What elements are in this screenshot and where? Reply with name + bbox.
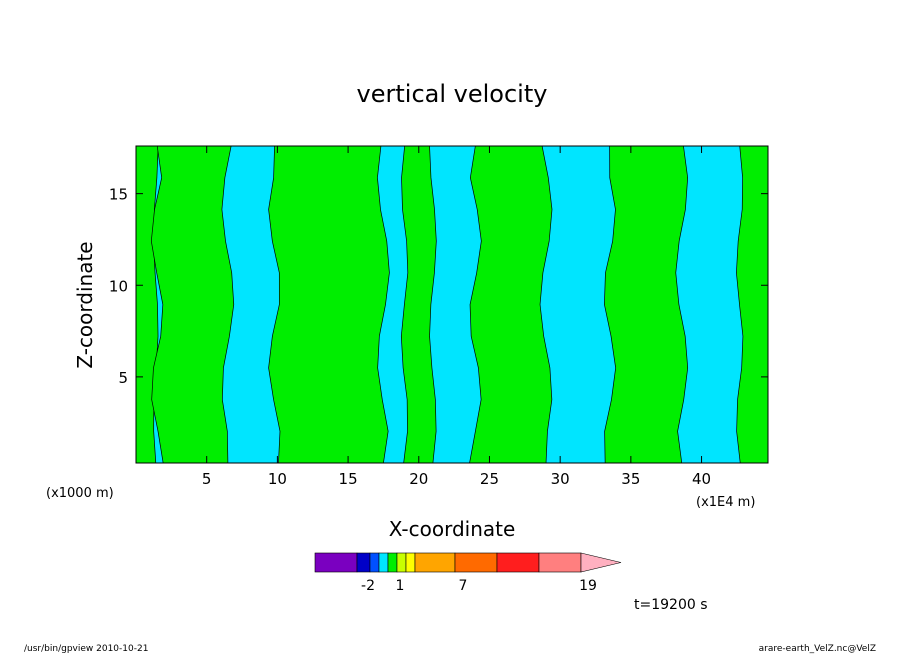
x-tick-label: 35 (621, 470, 640, 488)
colorbar-segment (387, 552, 398, 573)
colorbar-label: 7 (459, 578, 468, 594)
x-tick-label: 30 (551, 470, 570, 488)
colorbar-segment (496, 552, 540, 573)
positive-regions (135, 145, 769, 464)
x-tick-label: 15 (339, 470, 358, 488)
x-units-left: (x1000 m) (46, 486, 114, 501)
colorbar-label: 19 (579, 578, 597, 594)
x-tick-label: 10 (268, 470, 287, 488)
colorbar-segment (538, 552, 582, 573)
y-tick-label: 10 (109, 277, 128, 295)
x-units-right: (x1E4 m) (696, 495, 755, 510)
positive-region (469, 145, 553, 464)
footer-left: /usr/bin/gpview 2010-10-21 (24, 644, 148, 654)
colorbar-segment (405, 552, 416, 573)
y-tick-label: 5 (118, 369, 128, 387)
colorbar-labels: -2 1 7 19 (361, 578, 597, 594)
y-tick-labels: 5 10 15 (109, 186, 128, 387)
footer-right: arare-earth_VelZ.nc@VelZ (759, 644, 876, 654)
y-axis-label: Z-coordinate (73, 241, 97, 368)
positive-region (150, 145, 235, 464)
x-tick-label: 25 (480, 470, 499, 488)
colorbar-label: -2 (361, 578, 375, 594)
plot-frame (135, 145, 769, 464)
plot-area (135, 145, 769, 464)
positive-region (604, 145, 689, 464)
chart-title: vertical velocity (357, 80, 548, 108)
time-label: t=19200 s (634, 597, 708, 613)
colorbar-segment (396, 552, 407, 573)
colorbar-segment (378, 552, 389, 573)
axis-ticks (136, 146, 768, 463)
colorbar-segment (356, 552, 371, 573)
x-tick-labels: 5 10 15 20 25 30 35 40 (202, 470, 711, 488)
positive-region (268, 145, 390, 464)
colorbar-arrow (580, 552, 622, 573)
colorbar-label: 1 (396, 578, 405, 594)
x-axis-label: X-coordinate (389, 517, 516, 541)
colorbar-segment (369, 552, 380, 573)
colorbar-segment (314, 552, 358, 573)
colorbar (314, 552, 622, 573)
colorbar-segment (454, 552, 498, 573)
x-tick-label: 40 (692, 470, 711, 488)
colorbar-segment (414, 552, 456, 573)
x-tick-label: 5 (202, 470, 212, 488)
x-tick-label: 20 (409, 470, 428, 488)
y-tick-label: 15 (109, 186, 128, 204)
